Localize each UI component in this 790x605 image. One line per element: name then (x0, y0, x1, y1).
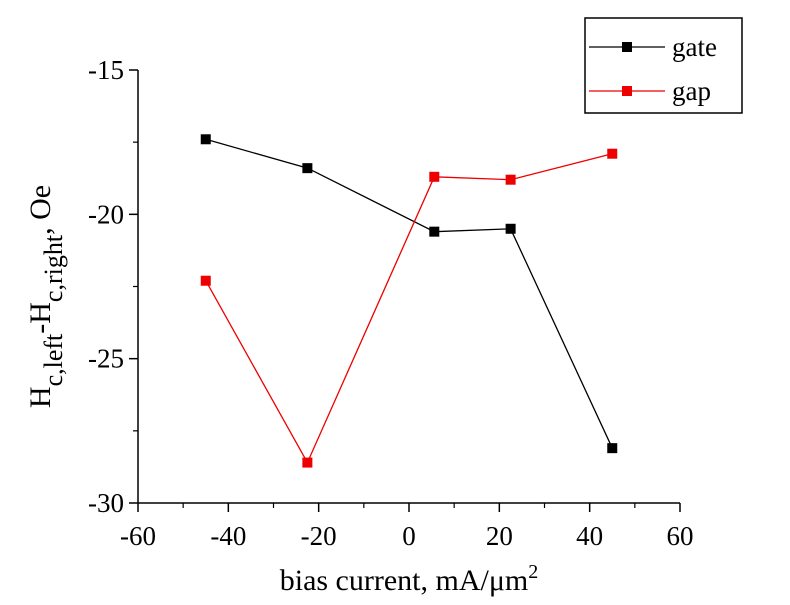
y-title-part-3: -H (24, 302, 57, 334)
series-layer (200, 134, 618, 468)
data-point-gap (302, 457, 313, 468)
series-gate (200, 134, 618, 454)
legend-marker (622, 42, 632, 52)
x-tick-label: 0 (402, 521, 416, 551)
legend-entry-gate: gate (589, 32, 717, 62)
y-tick-label: -15 (88, 55, 124, 85)
x-tick-label: 40 (576, 521, 603, 551)
legend-marker (622, 86, 632, 96)
legend-entry-gap: gap (589, 76, 711, 106)
y-tick-label: -20 (88, 199, 124, 229)
y-title-part-4: c,right (39, 234, 68, 302)
y-axis-title-group: Hc,left-Hc,right, Oe (24, 185, 68, 408)
data-point-gate (607, 443, 618, 454)
legend-label: gate (672, 32, 717, 62)
axes (137, 70, 680, 504)
x-tick-label: -60 (120, 521, 156, 551)
y-tick-label: -25 (88, 344, 124, 374)
x-axis-title: bias current, mA/μm2 (280, 561, 539, 597)
x-tick-label: 20 (486, 521, 513, 551)
legend-box (584, 17, 743, 114)
x-tick-label: -40 (210, 521, 246, 551)
y-title-part-5: , Oe (24, 185, 57, 235)
data-point-gate (200, 134, 211, 145)
data-point-gate (302, 163, 313, 174)
y-title-part-1: H (24, 386, 57, 408)
x-tick-label: -20 (301, 521, 337, 551)
data-point-gate (429, 226, 440, 237)
y-ticks: -30 -25 -20 -15 (88, 55, 138, 518)
series-line-gap (205, 153, 613, 465)
legend-entries: gate gap (589, 32, 717, 106)
x-axis-title-superscript: 2 (528, 561, 538, 583)
x-axis-title-main: bias current, mA/μm (280, 564, 529, 597)
y-tick-label: -30 (88, 488, 124, 518)
y-axis-title: Hc,left-Hc,right, Oe (24, 185, 68, 408)
series-line-gate (205, 138, 613, 449)
data-point-gap (505, 174, 516, 185)
x-ticks: -60 -40 -20 0 20 40 60 (120, 503, 694, 551)
data-point-gap (200, 275, 211, 286)
y-title-part-2: c,left (39, 333, 68, 386)
data-point-gap (429, 171, 440, 182)
data-point-gate (505, 223, 516, 234)
x-tick-label: 60 (667, 521, 694, 551)
legend-label: gap (672, 76, 711, 106)
data-point-gap (607, 148, 618, 159)
series-gap (200, 148, 618, 468)
legend: gate gap (584, 17, 743, 114)
